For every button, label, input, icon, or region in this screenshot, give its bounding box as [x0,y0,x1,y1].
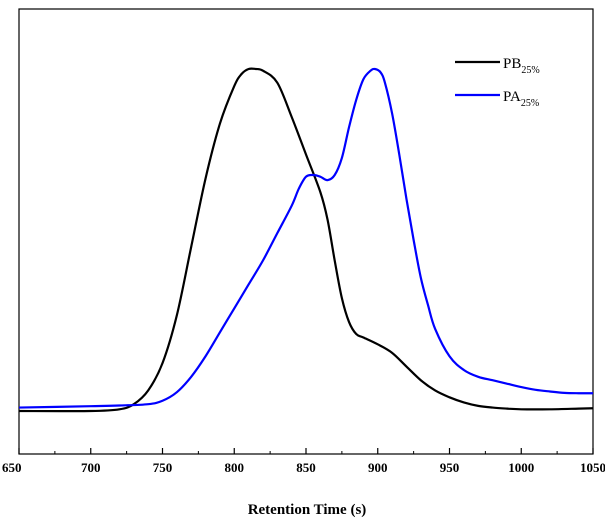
legend-label-pb: PB25% [503,56,540,76]
x-tick-label: 1050 [580,460,605,475]
legend: PB25% PA25% [455,56,540,109]
x-tick-label: 950 [440,460,460,475]
series-line-pb [18,67,594,413]
series-line-pa [18,67,594,409]
legend-label-pb-main: PB [503,56,521,72]
legend-label-pa-main: PA [503,89,521,105]
legend-label-pa-sub: 25% [521,98,539,109]
x-ticks: 650 700 750 800 850 900 950 1000 1050 [2,448,605,475]
x-tick-label: 700 [81,460,101,475]
x-axis-title: Retention Time (s) [248,502,367,518]
series-layer [18,67,594,413]
x-tick-label: 800 [225,460,245,475]
x-tick-label: 850 [296,460,316,475]
x-tick-label: 1000 [508,460,534,475]
x-tick-label: 900 [368,460,388,475]
legend-label-pb-sub: 25% [521,65,539,76]
x-tick-label: 650 [2,460,22,475]
plot-frame [18,8,594,455]
legend-label-pa: PA25% [503,89,539,109]
x-tick-label: 750 [153,460,173,475]
